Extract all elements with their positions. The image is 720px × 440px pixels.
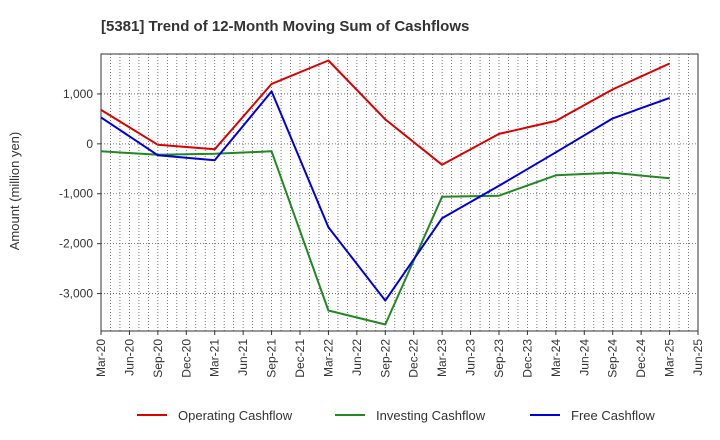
legend-label: Free Cashflow [571,408,655,423]
x-tick-label: Dec-20 [179,339,193,378]
y-axis-title: Amount (million yen) [7,132,22,251]
legend-label: Investing Cashflow [376,408,486,423]
x-tick-label: Sep-22 [378,339,392,378]
y-tick-label: -2,000 [59,237,93,251]
x-tick-label: Mar-24 [549,339,563,377]
legend: Operating Cashflow Investing Cashflow Free… [137,408,655,423]
x-tick-label: Jun-22 [350,339,364,376]
x-tick-label: Jun-25 [691,339,705,376]
series-line-investing-cashflow [100,150,670,326]
y-tick-label: -1,000 [59,187,93,201]
x-tick-label: Dec-24 [634,339,648,378]
x-tick-label: Mar-21 [208,339,222,377]
x-tick-label: Mar-25 [663,339,677,377]
y-tick-label: 0 [86,137,93,151]
x-tick-label: Jun-24 [577,339,591,376]
x-tick-label: Dec-23 [520,339,534,378]
chart-title: [5381] Trend of 12-Month Moving Sum of C… [101,18,469,35]
x-axis-ticks: Mar-20 Jun-20 Sep-20 Dec-20 Mar-21 Jun-21 Sep-… [94,331,705,378]
x-tick-label: Sep-21 [265,339,279,378]
y-tick-label: 1,000 [63,87,93,101]
legend-label: Operating Cashflow [178,408,293,423]
x-tick-label: Jun-23 [464,339,478,376]
x-tick-label: Sep-20 [151,339,165,378]
x-tick-label: Dec-21 [293,339,307,378]
series-line-free-cashflow [100,90,670,302]
x-tick-label: Mar-22 [321,339,335,377]
x-tick-label: Mar-20 [94,339,108,377]
x-tick-label: Sep-24 [606,339,620,378]
x-tick-label: Mar-23 [435,339,449,377]
grid [101,54,698,331]
y-axis-ticks: 1,000 0 -1,000 -2,000 -3,000 [59,87,101,301]
x-tick-label: Jun-20 [122,339,136,376]
plot-frame [100,53,699,332]
y-tick-label: -3,000 [59,287,93,301]
x-tick-label: Jun-21 [236,339,250,376]
x-tick-label: Sep-23 [492,339,506,378]
series-lines [100,59,671,326]
series-line-operating-cashflow [100,59,671,166]
x-tick-label: Dec-22 [407,339,421,378]
